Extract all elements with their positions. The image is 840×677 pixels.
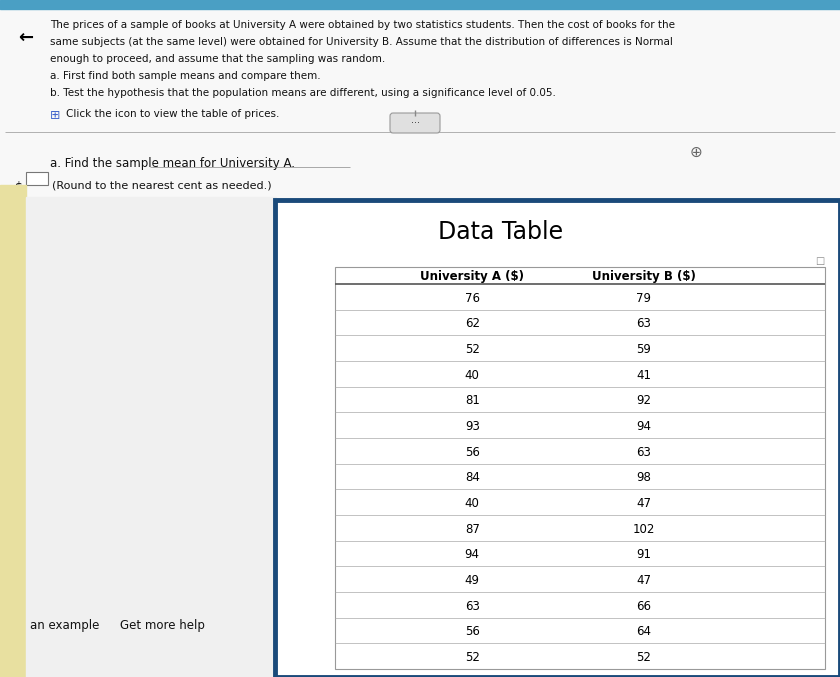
Text: a. Find the sample mean for University A.: a. Find the sample mean for University A…	[50, 157, 295, 170]
Bar	[26, 197, 276, 677]
Text: 56: 56	[465, 445, 480, 458]
Text: (Round to the nearest cent as needed.): (Round to the nearest cent as needed.)	[52, 181, 271, 191]
Text: 41: 41	[636, 368, 651, 382]
Text: ←: ←	[18, 29, 33, 47]
Text: 40: 40	[465, 497, 480, 510]
Bar	[26, 172, 48, 185]
Text: Get more help: Get more help	[120, 619, 205, 632]
Text: $: $	[15, 181, 23, 194]
Text: 52: 52	[636, 651, 651, 664]
Text: 47: 47	[636, 574, 651, 587]
Text: Click the icon to view the table of prices.: Click the icon to view the table of pric…	[66, 109, 280, 119]
Bar	[275, 200, 840, 677]
Text: enough to proceed, and assume that the sampling was random.: enough to proceed, and assume that the s…	[50, 54, 386, 64]
Text: University B ($): University B ($)	[591, 270, 696, 283]
Text: 94: 94	[636, 420, 651, 433]
Text: 79: 79	[636, 292, 651, 305]
Text: Data Table: Data Table	[438, 220, 564, 244]
Text: 87: 87	[465, 523, 480, 536]
Text: a. First find both sample means and compare them.: a. First find both sample means and comp…	[50, 71, 321, 81]
Text: 98: 98	[636, 471, 651, 484]
Text: 63: 63	[465, 600, 480, 613]
Text: 84: 84	[465, 471, 480, 484]
Text: □: □	[815, 256, 824, 266]
Text: 52: 52	[465, 651, 480, 664]
Bar	[0, 0, 840, 197]
Text: 63: 63	[636, 318, 651, 330]
Text: 52: 52	[465, 343, 480, 356]
Text: The prices of a sample of books at University A were obtained by two statistics : The prices of a sample of books at Unive…	[50, 20, 675, 30]
Text: 49: 49	[465, 574, 480, 587]
Text: 81: 81	[465, 394, 480, 408]
Text: 47: 47	[636, 497, 651, 510]
Text: 92: 92	[636, 394, 651, 408]
Text: 56: 56	[465, 626, 480, 638]
Text: 91: 91	[636, 548, 651, 561]
Text: ⊞: ⊞	[50, 109, 60, 122]
Text: 102: 102	[633, 523, 655, 536]
Text: 93: 93	[465, 420, 480, 433]
Text: ···: ···	[411, 118, 419, 128]
Text: 64: 64	[636, 626, 651, 638]
Text: 76: 76	[465, 292, 480, 305]
Bar	[0, 0, 840, 9]
Bar	[335, 267, 825, 669]
Text: an example: an example	[30, 619, 99, 632]
Text: 40: 40	[465, 368, 480, 382]
Bar	[0, 185, 26, 677]
Text: 63: 63	[636, 445, 651, 458]
Text: ⊕: ⊕	[690, 145, 703, 160]
Text: University A ($): University A ($)	[420, 270, 524, 283]
Text: 94: 94	[465, 548, 480, 561]
Text: same subjects (at the same level) were obtained for University B. Assume that th: same subjects (at the same level) were o…	[50, 37, 673, 47]
Text: b. Test the hypothesis that the population means are different, using a signific: b. Test the hypothesis that the populati…	[50, 88, 556, 98]
Text: 66: 66	[636, 600, 651, 613]
Text: 62: 62	[465, 318, 480, 330]
Text: 59: 59	[636, 343, 651, 356]
FancyBboxPatch shape	[390, 113, 440, 133]
